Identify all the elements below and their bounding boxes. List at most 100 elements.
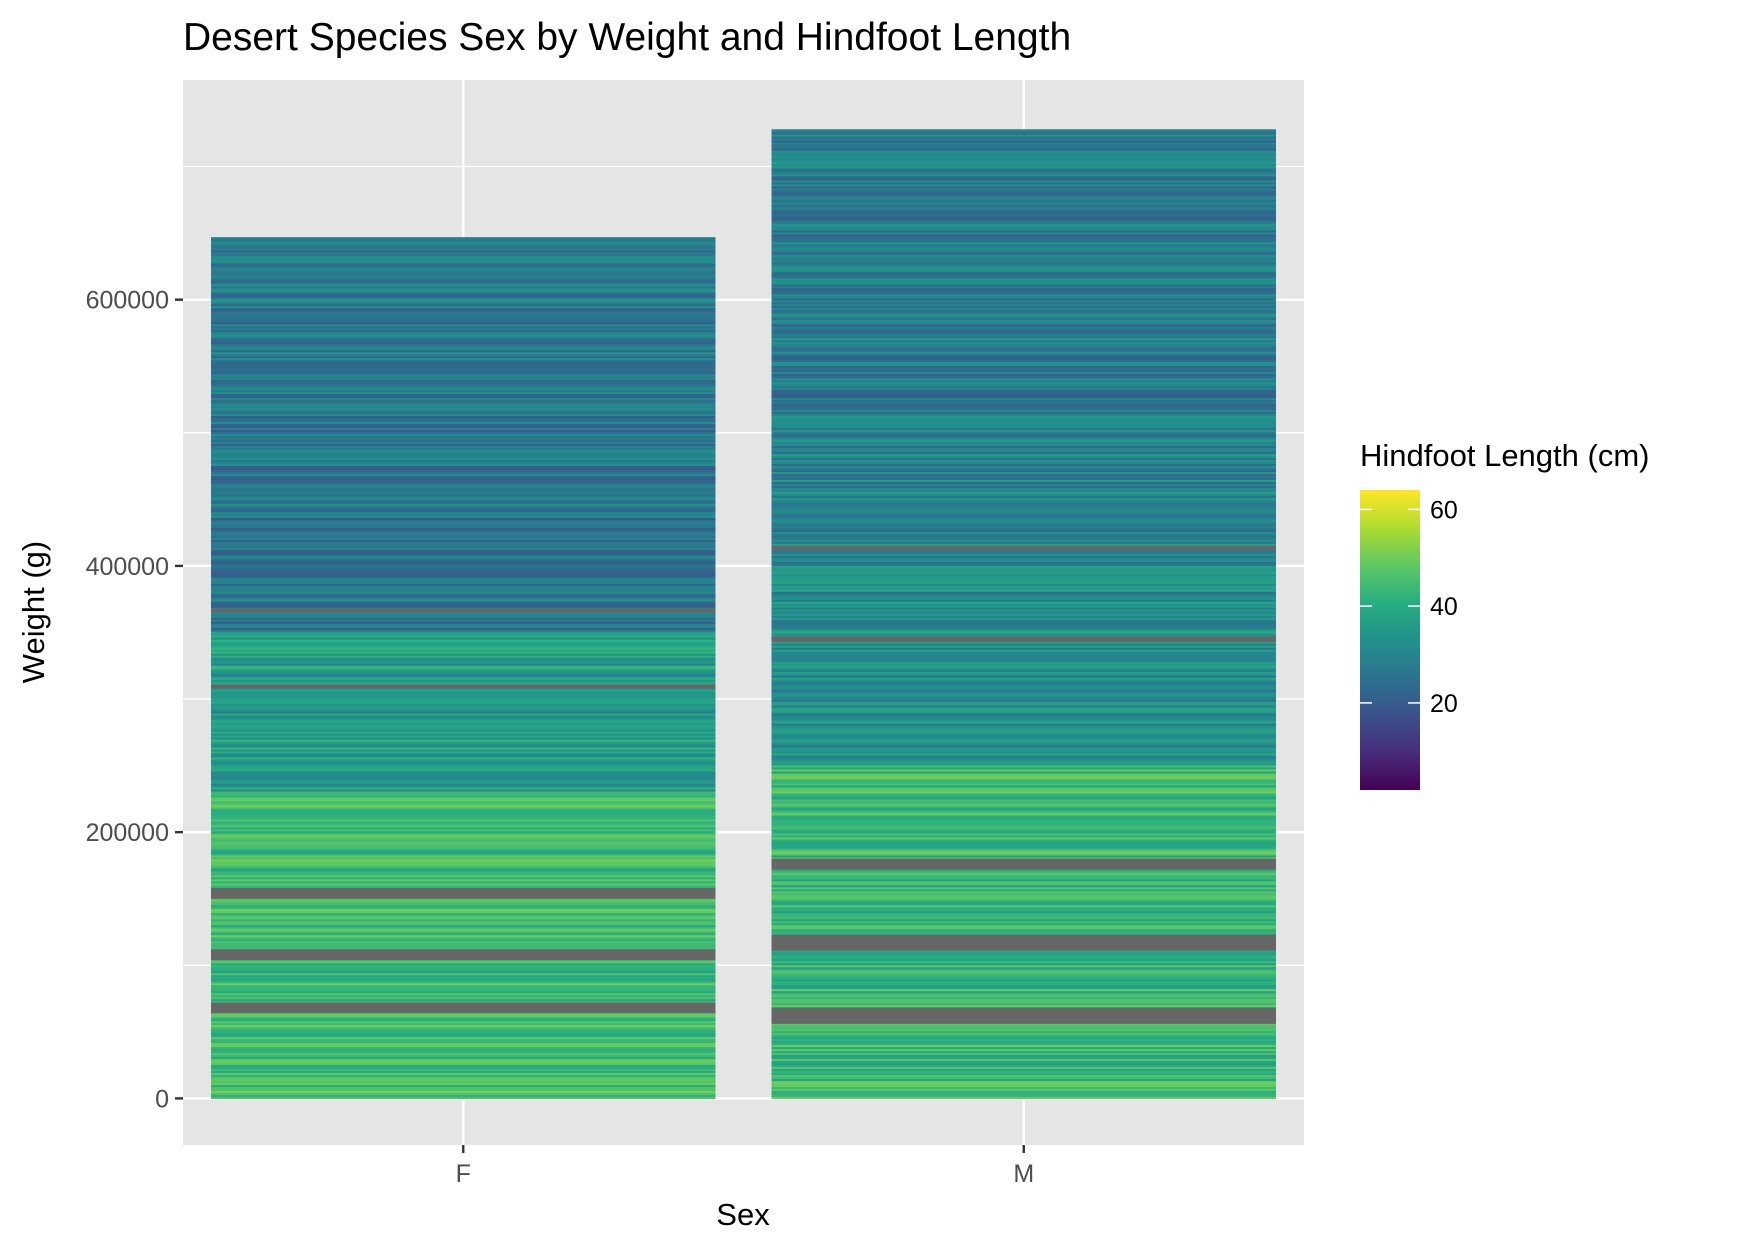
legend-title: Hindfoot Length (cm) xyxy=(1360,438,1649,473)
bar-segment xyxy=(771,1080,1276,1084)
bar-segment xyxy=(771,187,1276,191)
bar-segment xyxy=(211,253,716,257)
bar-segment xyxy=(211,631,716,634)
bar-segment xyxy=(771,137,1276,141)
bar-segment xyxy=(211,854,716,858)
bar-segment xyxy=(211,485,716,488)
bar-segment xyxy=(771,377,1276,381)
bar-segment xyxy=(771,289,1276,293)
bar-segment xyxy=(211,962,716,966)
y-tick-label: 600000 xyxy=(86,287,169,315)
bar-segment xyxy=(771,675,1276,678)
bar-segment xyxy=(211,405,716,409)
bar-segment xyxy=(771,521,1276,524)
bar-segment xyxy=(211,237,716,241)
bar-segment xyxy=(771,151,1276,155)
x-tick-label: F xyxy=(456,1160,471,1188)
bar-segment xyxy=(771,405,1276,409)
bar-segment xyxy=(771,645,1276,648)
bar-segment xyxy=(771,257,1276,261)
bar-segment xyxy=(771,479,1276,482)
bar-segment xyxy=(211,441,716,445)
bar-segment xyxy=(211,325,716,329)
y-axis-title: Weight (g) xyxy=(16,541,51,683)
bar-segment xyxy=(771,243,1276,247)
bar-segment xyxy=(211,665,716,668)
bar-segment xyxy=(771,882,1276,886)
bar-segment xyxy=(771,347,1276,351)
bar-segment xyxy=(211,802,716,806)
bar-segment xyxy=(771,431,1276,435)
bar-segment xyxy=(771,679,1276,682)
bar-segment xyxy=(771,185,1276,189)
bar-segment xyxy=(211,968,716,972)
bar-segment xyxy=(211,313,716,317)
bar-segment xyxy=(211,715,716,718)
bar-segment xyxy=(771,489,1276,492)
bar-segment xyxy=(771,531,1276,534)
bar-segment xyxy=(211,291,716,295)
bar-segment xyxy=(211,573,716,576)
bar-segment xyxy=(771,984,1276,988)
bar-segment xyxy=(211,1058,716,1062)
bar-segment xyxy=(211,693,716,696)
bar-segment xyxy=(211,934,716,938)
bar-segment xyxy=(771,752,1276,756)
bar-segment xyxy=(771,585,1276,588)
bar-segment xyxy=(211,922,716,926)
bar-segment xyxy=(211,299,716,303)
bar-segment xyxy=(211,906,716,910)
bar-segment xyxy=(771,413,1276,417)
bar-segment xyxy=(771,950,1276,954)
bar-segment xyxy=(211,717,716,720)
bar-segment xyxy=(211,990,716,994)
bar-segment-na xyxy=(211,608,716,613)
bar-segment xyxy=(211,1044,716,1048)
bar-segment xyxy=(771,758,1276,762)
bar-segment xyxy=(771,179,1276,183)
bar-segment xyxy=(211,908,716,912)
bar-segment xyxy=(771,171,1276,175)
bar-segment xyxy=(771,786,1276,790)
bar-segment xyxy=(771,205,1276,209)
bar-segment xyxy=(211,243,716,247)
bar-segment xyxy=(771,469,1276,472)
bar-segment xyxy=(771,183,1276,187)
bar-segment xyxy=(771,277,1276,281)
bar-segment xyxy=(211,814,716,818)
bar-segment xyxy=(771,159,1276,163)
bar-segment xyxy=(771,595,1276,598)
bar-segment xyxy=(771,1084,1276,1088)
bar-segment xyxy=(211,960,716,964)
bar-segment xyxy=(211,487,716,490)
bar-segment xyxy=(771,848,1276,852)
bar-segment xyxy=(211,856,716,860)
bar-segment xyxy=(211,361,716,365)
bar-segment xyxy=(211,673,716,676)
bar-segment xyxy=(211,794,716,798)
bar-segment xyxy=(211,1036,716,1040)
bar-segment xyxy=(211,974,716,978)
bar-segment xyxy=(771,774,1276,778)
bar-segment xyxy=(771,990,1276,994)
bar-segment xyxy=(771,227,1276,231)
bar-segment xyxy=(771,481,1276,484)
bar-segment xyxy=(211,800,716,804)
bar-segment xyxy=(211,647,716,650)
bar-segment xyxy=(771,649,1276,652)
bar-segment xyxy=(771,828,1276,832)
bar-segment xyxy=(771,952,1276,956)
bar-segment xyxy=(771,926,1276,930)
bar-segment xyxy=(211,501,716,504)
bar-segment xyxy=(211,601,716,604)
bar-segment xyxy=(771,535,1276,538)
bar-segment xyxy=(771,1068,1276,1072)
bar-segment xyxy=(771,988,1276,992)
bar-segment xyxy=(211,615,716,618)
bar-segment xyxy=(771,349,1276,353)
bar-segment xyxy=(211,257,716,261)
bar-segment xyxy=(771,365,1276,369)
bar-segment xyxy=(211,343,716,347)
bar-segment xyxy=(771,794,1276,798)
